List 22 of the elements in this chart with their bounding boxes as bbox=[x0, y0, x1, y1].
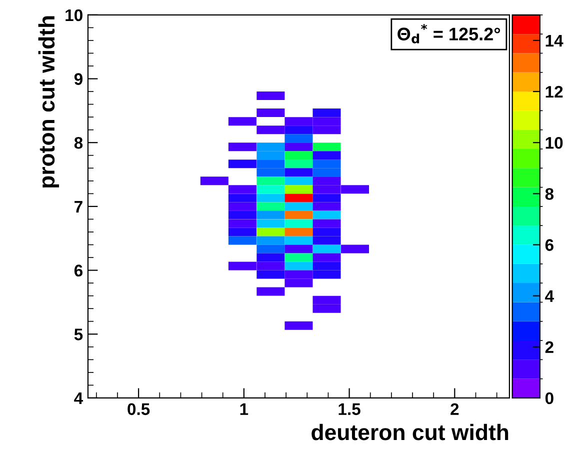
color-bar-label: 4 bbox=[545, 290, 554, 302]
color-bar-label: 0 bbox=[545, 392, 554, 404]
y-axis-title: proton cut width bbox=[38, 16, 60, 188]
y-tick-label: 4 bbox=[74, 392, 84, 404]
y-tick-label: 6 bbox=[74, 264, 83, 276]
x-axis-title: deuteron cut width bbox=[312, 424, 508, 440]
color-bar-label: 10 bbox=[546, 136, 563, 149]
y-tick-label: 10 bbox=[66, 9, 82, 22]
y-tick-label: 9 bbox=[74, 73, 82, 85]
x-tick-label: 2 bbox=[450, 403, 459, 415]
x-tick-label: 1.5 bbox=[338, 403, 360, 416]
x-tick-label: 0.5 bbox=[128, 403, 150, 416]
color-bar-label: 8 bbox=[545, 188, 554, 200]
y-tick-label: 7 bbox=[74, 201, 82, 212]
y-tick-label: 5 bbox=[74, 328, 83, 340]
color-bar-label: 2 bbox=[545, 341, 554, 353]
color-bar-label: 12 bbox=[546, 86, 563, 98]
color-bar-label: 14 bbox=[546, 35, 564, 46]
x-tick-label: 1 bbox=[240, 403, 248, 415]
y-tick-label: 8 bbox=[74, 136, 83, 149]
color-bar-label: 6 bbox=[545, 239, 554, 251]
annotation: Θ$_{d}$$^{*}$ = 125.2° bbox=[398, 24, 500, 44]
